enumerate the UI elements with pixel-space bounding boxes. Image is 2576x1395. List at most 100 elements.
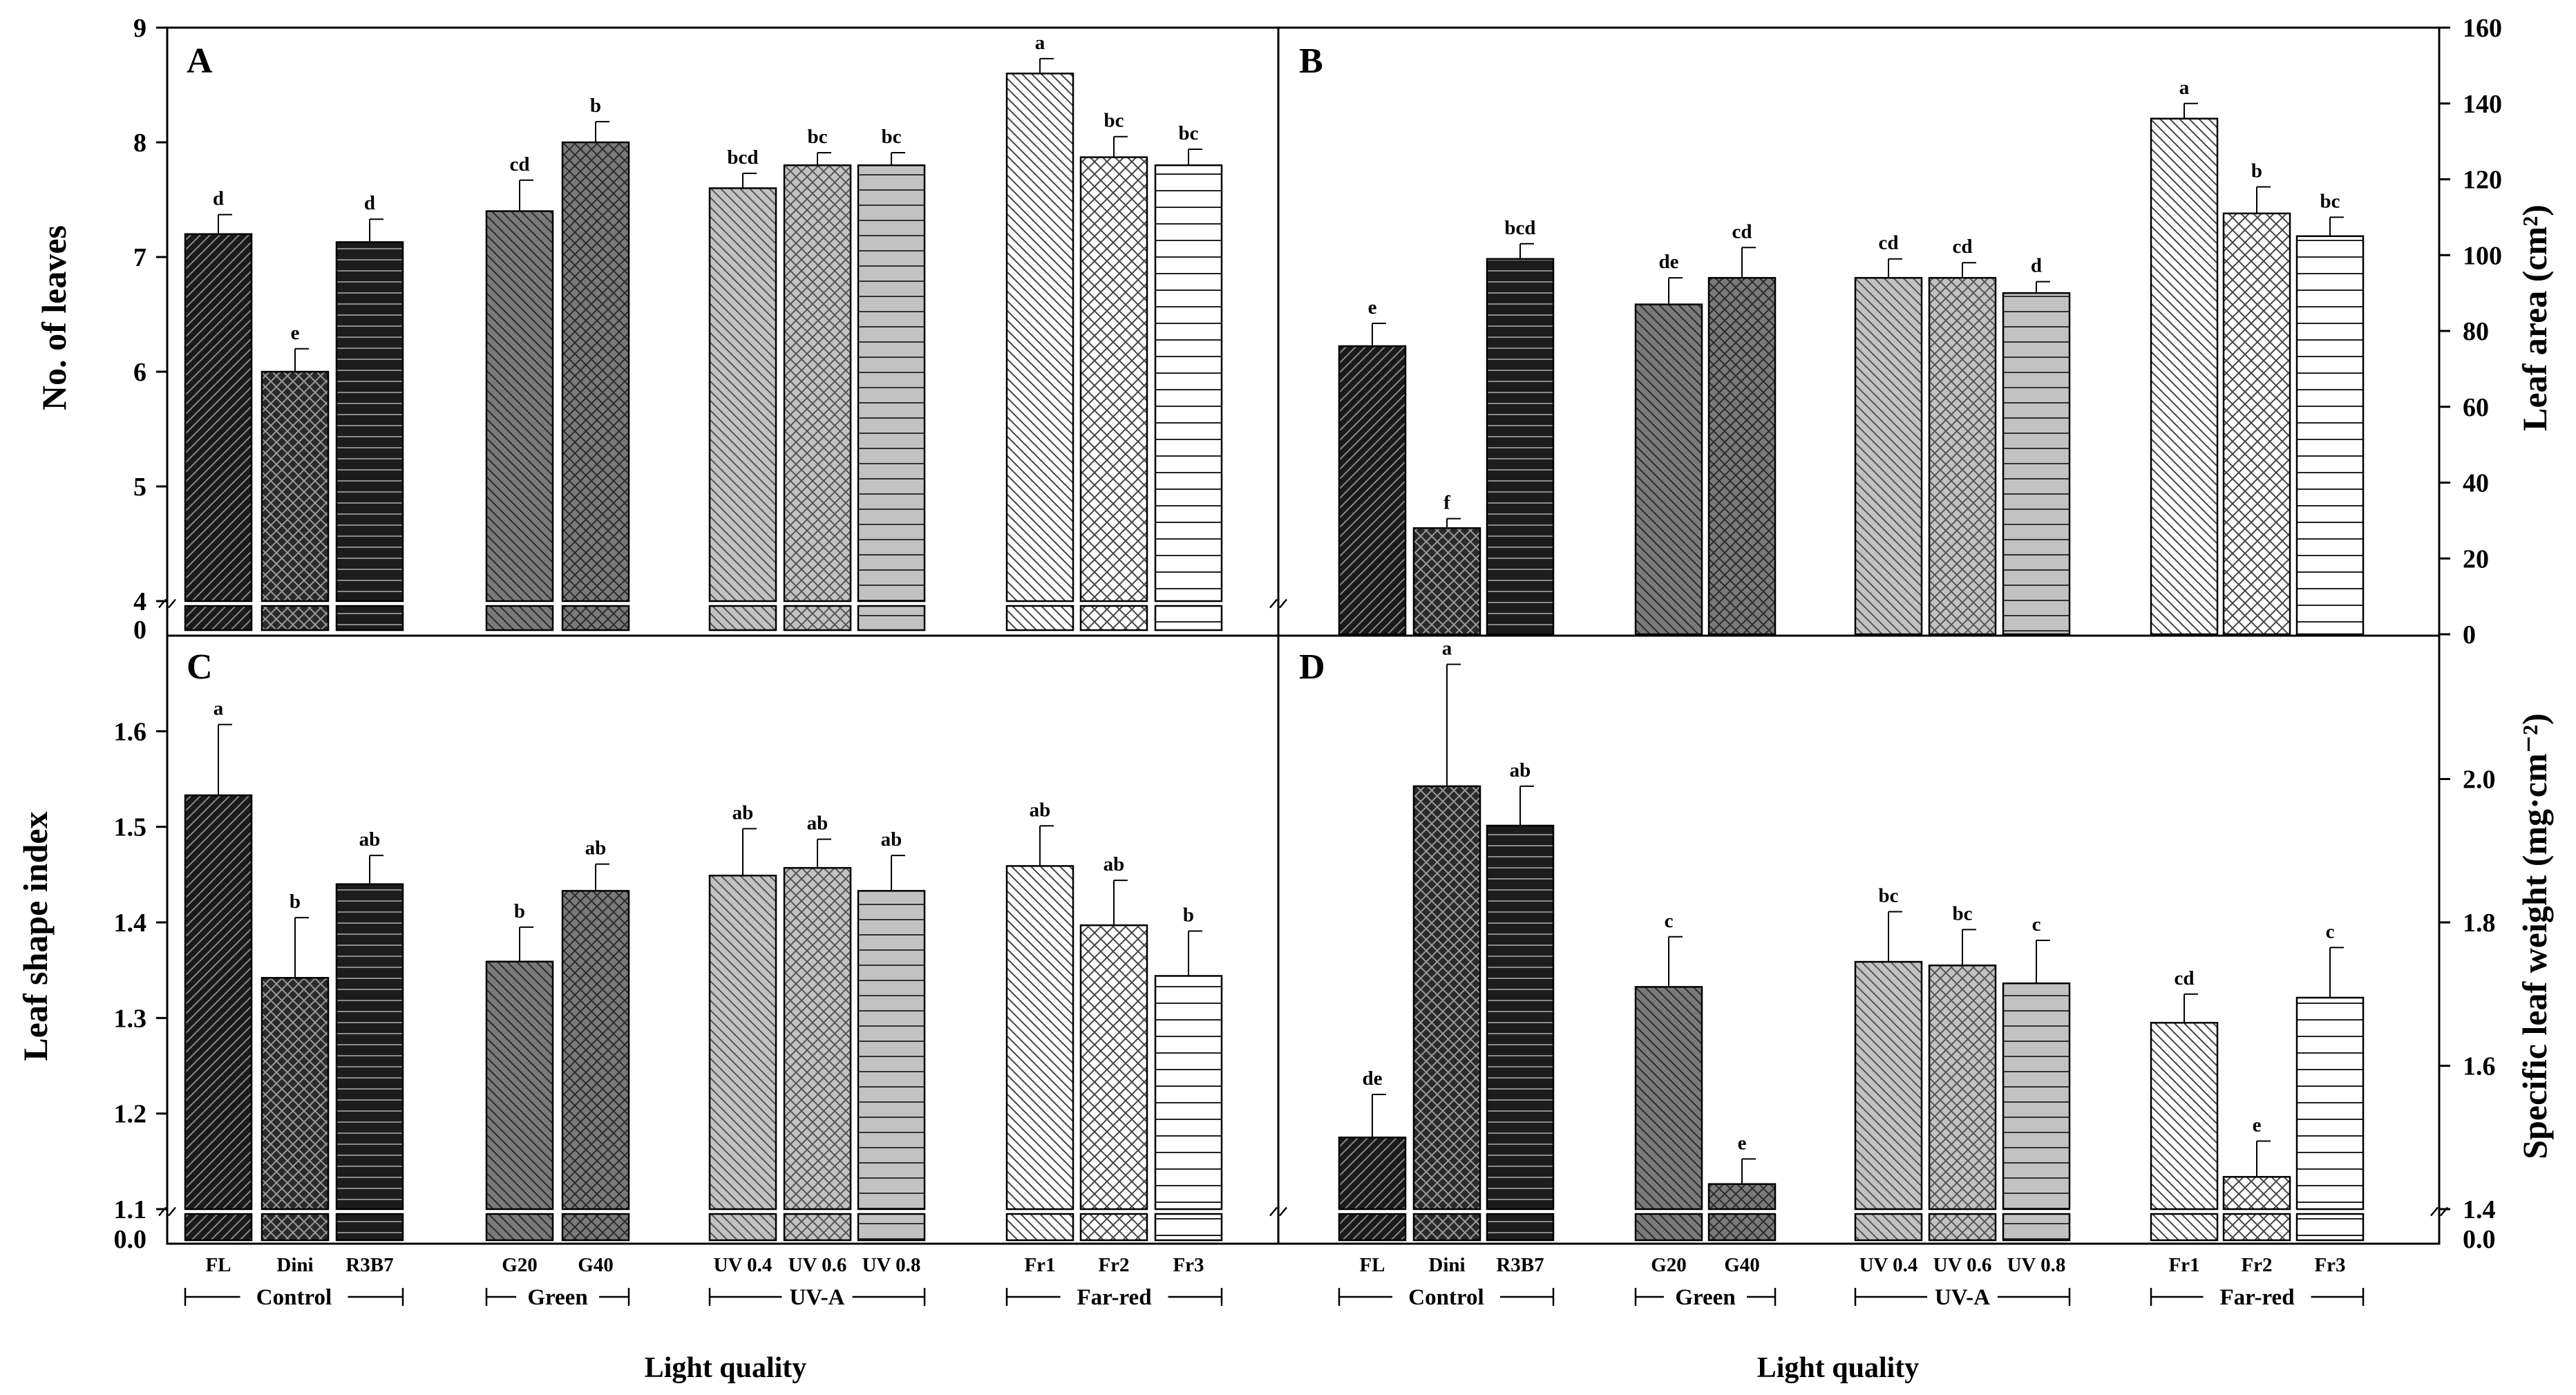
bar: [2222, 212, 2291, 636]
bar-base-segment: [1079, 1213, 1148, 1242]
bar: [561, 141, 630, 602]
x-tick-label: UV 0.8: [862, 1254, 921, 1276]
bar: [1412, 527, 1481, 636]
significance-letter: ab: [1030, 799, 1051, 821]
significance-letter: bcd: [1504, 217, 1535, 239]
significance-letter: a: [1035, 32, 1045, 54]
y-tick-label: 5: [133, 473, 146, 502]
bar: [857, 890, 926, 1211]
x-tick-label: G20: [502, 1254, 538, 1276]
y-tick-label: 6: [133, 358, 146, 387]
significance-letter: c: [2326, 920, 2335, 942]
bar: [2295, 996, 2365, 1211]
group-label: UV-A: [1935, 1285, 1990, 1310]
bar: [1486, 824, 1555, 1211]
significance-letter: a: [2179, 77, 2190, 99]
bar: [1079, 924, 1148, 1211]
significance-letter: bc: [1104, 110, 1124, 132]
bar-base-segment: [485, 1213, 554, 1242]
bar-base-segment: [561, 605, 630, 632]
group-label-backdrop: [2203, 1290, 2311, 1304]
significance-letter: c: [1665, 910, 1674, 932]
bar-base-segment: [2295, 1213, 2365, 1242]
x-axis-labels: FL Dini R3B7 Control G20 G40 Green UV 0.4 UV 0.6…: [184, 1254, 1223, 1384]
significance-letter: ab: [732, 801, 754, 824]
bar: [1928, 965, 1997, 1211]
bar: [2295, 235, 2365, 636]
group-label-backdrop: [516, 1290, 599, 1304]
bar-base-segment: [1486, 1213, 1555, 1242]
bar: [184, 794, 253, 1211]
significance-letter: b: [290, 891, 301, 913]
significance-letter: d: [2031, 255, 2042, 277]
x-tick-label: R3B7: [345, 1254, 393, 1276]
bar-base-segment: [857, 1213, 926, 1242]
bar-base-segment: [1928, 1213, 1997, 1242]
bar: [1634, 303, 1703, 636]
x-tick-label: FL: [205, 1254, 231, 1276]
bar-base-segment: [335, 605, 404, 632]
significance-letter: cd: [1953, 236, 1973, 258]
bar: [1079, 156, 1148, 602]
bar: [1005, 73, 1074, 602]
group-label: UV-A: [789, 1285, 844, 1310]
bar-base-segment: [1707, 1213, 1777, 1242]
significance-letter: bcd: [727, 146, 758, 169]
bar: [1412, 785, 1481, 1211]
bar-base-segment: [261, 605, 330, 632]
bar: [485, 960, 554, 1211]
group-label: Green: [527, 1285, 587, 1310]
significance-letter: e: [1368, 296, 1377, 319]
y-tick-label: 1.4: [114, 909, 147, 938]
bar: [1338, 345, 1407, 636]
group-label-backdrop: [1060, 1290, 1168, 1304]
x-tick-label: UV 0.8: [2007, 1254, 2066, 1276]
bar: [1634, 986, 1703, 1211]
group-label-backdrop: [782, 1290, 853, 1304]
significance-letter: cd: [1732, 220, 1752, 243]
y-tick-label: 8: [133, 129, 146, 158]
axis-break-mark: [1269, 1206, 1287, 1217]
y-tick-label: 1.4: [2463, 1195, 2496, 1224]
significance-letter: f: [1443, 492, 1450, 514]
y-tick-label: 1.2: [114, 1100, 147, 1129]
bar-base-segment: [1005, 1213, 1074, 1242]
significance-letter: b: [1183, 904, 1194, 926]
significance-letter: e: [2253, 1114, 2262, 1136]
axis-break-mark: [2430, 1206, 2448, 1217]
significance-letter: de: [1659, 251, 1679, 273]
significance-letter: bc: [1879, 884, 1899, 907]
group-label-backdrop: [1927, 1290, 1998, 1304]
panel-letter: C: [187, 647, 213, 687]
bar: [1707, 276, 1777, 636]
x-tick-label: UV 0.6: [1933, 1254, 1992, 1276]
x-tick-label: Dini: [276, 1254, 313, 1276]
y-tick-label: 100: [2463, 241, 2502, 270]
y-tick-label: 60: [2463, 393, 2489, 422]
group-label: Far-red: [1077, 1285, 1151, 1310]
bar-base-segment: [1854, 1213, 1923, 1242]
bar: [1338, 1137, 1407, 1211]
significance-letter: ab: [585, 837, 607, 860]
x-tick-label: UV 0.4: [714, 1254, 773, 1276]
group-label-backdrop: [240, 1290, 348, 1304]
significance-letter: d: [364, 192, 375, 214]
x-tick-label: Fr2: [1098, 1254, 1129, 1276]
significance-letter: cd: [1879, 232, 1899, 254]
bar-base-segment: [184, 605, 253, 632]
y-tick-label-base: 0: [133, 616, 146, 645]
panel-letter: D: [1299, 647, 1325, 687]
bar-base-segment: [1154, 1213, 1223, 1242]
significance-letter: a: [1442, 638, 1452, 660]
significance-letter: b: [590, 95, 601, 117]
bar: [1854, 276, 1923, 636]
bar-base-segment: [1079, 605, 1148, 632]
y-tick-label: 1.6: [2463, 1052, 2496, 1081]
panel-d: D 1.4 1.6 1.8 2.0 0.0 Specific leaf weight (mg…: [1299, 638, 2554, 1255]
x-tick-label: Dini: [1428, 1254, 1465, 1276]
panel-b: B 0 20 40 60 80 100 120 140 160 Leaf area (cm²) e f b…: [1299, 14, 2554, 649]
significance-letter: b: [2251, 160, 2262, 182]
group-label: Control: [1408, 1285, 1484, 1310]
